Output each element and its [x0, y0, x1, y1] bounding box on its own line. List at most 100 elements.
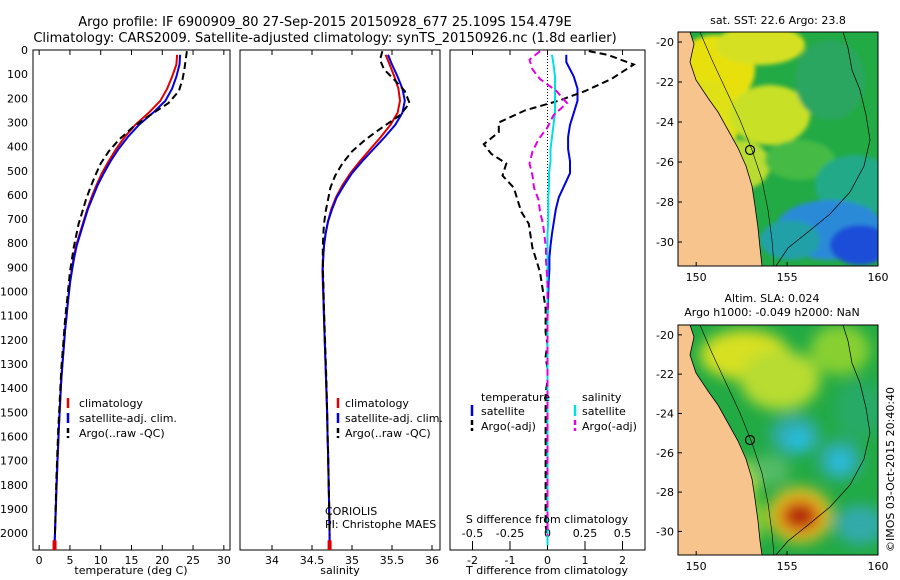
header-title-line1: Argo profile: IF 6900909_80 27-Sep-2015 …: [78, 15, 572, 30]
legend-label-satellite: satellite-adj. clim.: [79, 412, 177, 425]
sst-map-panel: sat. SST: 22.6 Argo: 23.8: [656, 14, 889, 284]
salinity-tick-label: 35: [345, 554, 359, 567]
temperature-legend: climatology satellite-adj. clim. Argo(..…: [66, 397, 177, 440]
sla-land-australia: [678, 325, 763, 555]
map-y-tick-label: -22: [656, 368, 674, 381]
depth-tick-label: 400: [7, 141, 28, 154]
series-salinity-satellite-line: [546, 54, 556, 546]
coriolis-annotation: CORIOLIS: [325, 505, 377, 518]
sla-argo-marker: [744, 434, 756, 446]
depth-tick-label: 500: [7, 165, 28, 178]
legend-label-temp-satellite: satellite: [481, 405, 525, 418]
sla-map-frame: [677, 324, 879, 556]
sla-map-ticks: 150 155 160 -20 -22 -24 -26 -28 -30: [656, 329, 888, 573]
temperature-panel: 0 5 10 15 20 25 30 temperature (deg C) climato…: [32, 49, 231, 577]
temperature-tick-label: 20: [155, 554, 169, 567]
salinity-panel: 34 34.5 35 35.5 36 salinity climatology sate…: [239, 49, 443, 577]
map-y-tick-label: -24: [656, 116, 674, 129]
depth-tick-label: 1300: [0, 358, 28, 371]
map-y-tick-label: -24: [656, 407, 674, 420]
sst-argo-marker: [744, 144, 756, 156]
map-y-tick-label: -28: [656, 486, 674, 499]
legend-label-climatology: climatology: [79, 397, 143, 410]
map-y-tick-label: -30: [656, 236, 674, 249]
map-x-tick-label: 155: [777, 560, 798, 573]
depth-tick-label: 1000: [0, 286, 28, 299]
temperature-tick-label: 10: [94, 554, 108, 567]
sst-map-frame: [677, 31, 879, 267]
depth-tick-label: 200: [7, 92, 28, 105]
difference-top-label: S difference from climatology: [466, 513, 629, 526]
temperature-lines: [52, 51, 188, 550]
salinity-tick-label: 36: [425, 554, 439, 567]
sla-map-area: [678, 325, 878, 555]
legend-label-argo: Argo(..raw -QC): [345, 427, 431, 440]
sst-shelf-contour: [699, 32, 775, 266]
legend-label-argo: Argo(..raw -QC): [79, 427, 165, 440]
legend-label-sal-argo: Argo(-adj): [582, 420, 637, 433]
map-y-tick-label: -20: [656, 36, 674, 49]
series-argo-raw-qc--line: [53, 51, 188, 536]
map-x-tick-label: 160: [868, 271, 889, 284]
salinity-bottom-marker: [327, 540, 332, 550]
map-x-tick-label: 150: [686, 271, 707, 284]
difference-tick-label: -2: [467, 554, 478, 567]
depth-tick-label: 1100: [0, 310, 28, 323]
series-temperature-argo-adj--line: [482, 50, 637, 536]
temperature-tick-label: 15: [125, 554, 139, 567]
map-y-tick-label: -28: [656, 196, 674, 209]
map-x-tick-label: 160: [868, 560, 889, 573]
salinity-diff-tick-label: 0.5: [614, 527, 632, 540]
pi-annotation: PI: Christophe MAES: [325, 518, 436, 531]
salinity-tick-label: 34.5: [300, 554, 325, 567]
sla-map-title-line2: Argo h1000: -0.049 h2000: NaN: [684, 306, 860, 319]
difference-tick-label: 1: [582, 554, 589, 567]
temperature-bottom-marker: [52, 540, 57, 550]
temperature-axes-frame: [32, 49, 231, 551]
legend-heading-temperature: temperature: [481, 391, 550, 404]
salinity-x-ticks: 34 34.5 35 35.5 36: [265, 50, 439, 567]
depth-tick-label: 900: [7, 261, 28, 274]
depth-tick-label: 1900: [0, 503, 28, 516]
depth-tick-label: 800: [7, 237, 28, 250]
sst-land-australia: [678, 32, 763, 266]
difference-xlabel: T difference from climatology: [465, 564, 628, 577]
salinity-tick-label: 35.5: [380, 554, 405, 567]
salinity-legend: climatology satellite-adj. clim. Argo(..…: [336, 397, 443, 440]
map-y-tick-label: -26: [656, 447, 674, 460]
sla-contour: [775, 325, 871, 555]
depth-tick-label: 600: [7, 189, 28, 202]
map-y-tick-label: -26: [656, 156, 674, 169]
sla-shelf-contour: [699, 325, 775, 555]
map-x-tick-label: 155: [777, 271, 798, 284]
salinity-axes-frame: [239, 49, 441, 551]
series-salinity-argo-adj--line: [528, 50, 569, 536]
difference-tick-label: 2: [619, 554, 626, 567]
imos-stamp: ©IMOS 03-Oct-2015 20:40:40: [884, 387, 897, 552]
temperature-tick-label: 0: [36, 554, 43, 567]
depth-tick-label: 1700: [0, 455, 28, 468]
legend-label-sal-satellite: satellite: [582, 405, 626, 418]
salinity-diff-tick-label: -0.25: [496, 527, 524, 540]
temperature-x-ticks: 0 5 10 15 20 25 30: [36, 50, 231, 567]
difference-lines: [482, 50, 637, 546]
depth-tick-label: 1200: [0, 334, 28, 347]
legend-heading-salinity: salinity: [582, 391, 622, 404]
salinity-diff-tick-label: -0.5: [462, 527, 483, 540]
depth-tick-label: 1600: [0, 430, 28, 443]
header-title-line2: Climatology: CARS2009. Satellite-adjuste…: [33, 31, 616, 46]
series-satellite-adj-clim--line: [321, 54, 406, 546]
legend-label-satellite: satellite-adj. clim.: [345, 412, 443, 425]
difference-tick-label: -1: [505, 554, 516, 567]
difference-tick-label: 0: [544, 554, 551, 567]
depth-tick-label: 1500: [0, 406, 28, 419]
salinity-diff-tick-label: 0.25: [573, 527, 598, 540]
map-x-tick-label: 150: [686, 560, 707, 573]
sla-map-title-line1: Altim. SLA: 0.024: [724, 292, 819, 305]
depth-tick-label: 1800: [0, 479, 28, 492]
sla-map-panel: Altim. SLA: 0.024 Argo h1000: -0.049 h20…: [656, 292, 888, 573]
difference-legend: temperature salinity satellite Argo(-adj…: [470, 391, 637, 433]
sst-contour: [775, 32, 871, 266]
sst-map-area: [678, 32, 878, 266]
